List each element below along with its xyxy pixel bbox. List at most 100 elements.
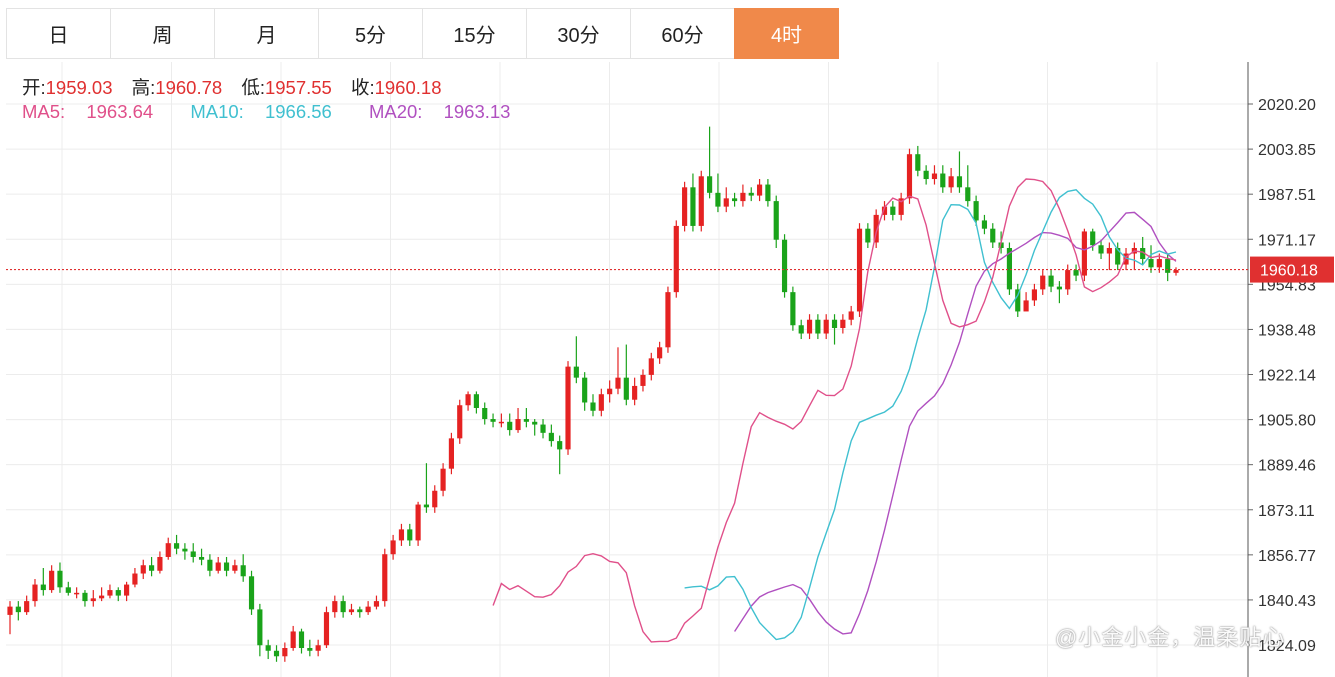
candle-body bbox=[815, 319, 821, 334]
current-price-label: 1960.18 bbox=[1260, 263, 1318, 280]
candle-body bbox=[1073, 270, 1079, 276]
candle-body bbox=[1015, 289, 1021, 312]
close-label: 收: bbox=[350, 77, 375, 98]
candle-body bbox=[432, 490, 438, 508]
tab-day[interactable]: 日 bbox=[6, 8, 111, 59]
candle-body bbox=[898, 198, 904, 215]
candle-body bbox=[473, 394, 479, 409]
candle-body bbox=[981, 220, 988, 229]
candle-body bbox=[99, 595, 105, 599]
ma20-line bbox=[734, 211, 1177, 635]
candle-body bbox=[465, 394, 471, 406]
y-tick-label: 1987.51 bbox=[1258, 187, 1316, 204]
candle-body bbox=[840, 319, 846, 329]
candle-body bbox=[207, 559, 213, 571]
ma10-value: 1966.56 bbox=[264, 101, 332, 122]
y-tick-label: 1889.46 bbox=[1258, 458, 1316, 475]
candle-body bbox=[1165, 259, 1171, 273]
candle-body bbox=[873, 214, 879, 243]
candle-body bbox=[890, 206, 896, 215]
candle-body bbox=[107, 590, 113, 596]
candle-body bbox=[32, 584, 38, 602]
candle-body bbox=[740, 192, 746, 202]
candle-body bbox=[440, 468, 446, 491]
timeframe-tabs: 日 周 月 5分 15分 30分 60分 4时 bbox=[6, 8, 839, 59]
candle-body bbox=[515, 419, 521, 431]
ma5-value: 1963.64 bbox=[86, 101, 154, 122]
candle-body bbox=[340, 601, 346, 613]
candle-body bbox=[732, 198, 738, 202]
candle-body bbox=[998, 242, 1004, 249]
candle-body bbox=[223, 562, 230, 571]
ohlc-legend: 开:1959.03 高:1960.78 低:1957.55 收:1960.18 bbox=[22, 74, 455, 100]
open-label: 开: bbox=[22, 77, 46, 98]
y-tick-label: 1824.09 bbox=[1258, 638, 1316, 655]
tab-week[interactable]: 周 bbox=[110, 8, 215, 59]
candle-body bbox=[7, 606, 13, 615]
candle-body bbox=[765, 184, 771, 202]
tab-4hour[interactable]: 4时 bbox=[734, 8, 839, 59]
candle-body bbox=[623, 377, 629, 400]
candle-body bbox=[1140, 248, 1146, 260]
candle-body bbox=[1023, 300, 1029, 312]
candle-body bbox=[723, 198, 729, 207]
candle-body bbox=[756, 184, 763, 196]
candle-body bbox=[557, 441, 563, 450]
y-tick-label: 1873.11 bbox=[1258, 503, 1315, 520]
high-label: 高: bbox=[131, 77, 156, 98]
candle-body bbox=[1081, 231, 1087, 276]
tab-60min[interactable]: 60分 bbox=[630, 8, 735, 59]
candle-body bbox=[607, 388, 613, 395]
tab-30min[interactable]: 30分 bbox=[526, 8, 631, 59]
tab-15min[interactable]: 15分 bbox=[422, 8, 527, 59]
candle-body bbox=[407, 529, 413, 541]
y-tick-label: 2003.85 bbox=[1258, 142, 1316, 159]
candle-body bbox=[582, 377, 588, 403]
candle-body bbox=[282, 648, 288, 657]
candle-body bbox=[940, 173, 946, 188]
candle-body bbox=[315, 645, 321, 651]
candle-body bbox=[173, 543, 180, 549]
candle-body bbox=[906, 154, 913, 199]
candle-body bbox=[598, 394, 604, 411]
candle-body bbox=[124, 584, 130, 596]
candle-body bbox=[1065, 270, 1071, 290]
tab-5min[interactable]: 5分 bbox=[318, 8, 423, 59]
candle-body bbox=[1056, 286, 1062, 290]
open-value: 1959.03 bbox=[45, 77, 113, 98]
candle-body bbox=[65, 587, 71, 593]
candle-body bbox=[682, 187, 688, 226]
candle-body bbox=[848, 311, 854, 320]
candle-body bbox=[1098, 245, 1104, 254]
candle-body bbox=[806, 319, 813, 334]
candle-body bbox=[931, 173, 938, 180]
candle-body bbox=[82, 592, 88, 602]
tab-month[interactable]: 月 bbox=[214, 8, 319, 59]
candle-body bbox=[182, 548, 188, 552]
candle-body bbox=[1156, 259, 1162, 268]
candle-body bbox=[715, 192, 721, 207]
candle-body bbox=[1048, 275, 1054, 287]
high-value: 1960.78 bbox=[155, 77, 223, 98]
candle-body bbox=[57, 570, 63, 588]
candle-body bbox=[1006, 248, 1013, 290]
candle-body bbox=[590, 402, 596, 411]
candle-body bbox=[673, 225, 679, 293]
candle-body bbox=[415, 504, 421, 541]
candle-body bbox=[365, 606, 371, 613]
candle-body bbox=[915, 154, 921, 171]
candle-body bbox=[507, 421, 513, 431]
candle-body bbox=[24, 601, 30, 613]
candle-body bbox=[215, 562, 221, 571]
candle-body bbox=[657, 347, 663, 359]
candle-body bbox=[248, 576, 255, 610]
candle-body bbox=[1031, 289, 1037, 301]
current-price-tag bbox=[1250, 256, 1334, 283]
candle-body bbox=[632, 385, 638, 400]
candle-body bbox=[565, 366, 571, 450]
candle-body bbox=[1148, 259, 1154, 268]
ma20-label: MA20: bbox=[368, 101, 423, 122]
candle-body bbox=[965, 187, 971, 202]
candle-body bbox=[523, 419, 529, 422]
